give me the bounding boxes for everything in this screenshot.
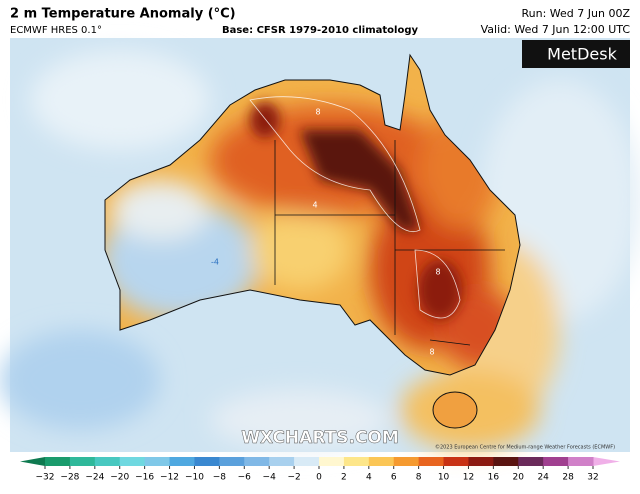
colorbar-bin — [343, 457, 370, 466]
colorbar-bin — [219, 457, 245, 466]
colorbar-label: −16 — [135, 473, 154, 483]
colorbar-label: −2 — [287, 473, 300, 483]
colorbar-bin — [94, 457, 121, 466]
colorbar-label: 2 — [341, 473, 347, 483]
colorbar-label: −12 — [160, 473, 179, 483]
colorbar-bin — [194, 457, 220, 466]
colorbar-bin — [294, 457, 320, 466]
colorbar-label: 24 — [537, 473, 549, 483]
colorbar-label: 12 — [463, 473, 474, 483]
copyright: ©2023 European Centre for Medium-range W… — [435, 444, 615, 451]
base: Base: CFSR 1979-2010 climatology — [222, 25, 418, 36]
title: 2 m Temperature Anomaly (°C) — [10, 7, 236, 22]
contour-label: 8 — [435, 268, 440, 277]
model: ECMWF HRES 0.1° — [10, 25, 102, 36]
colorbar-label: −28 — [60, 473, 79, 483]
colorbar-high — [593, 457, 620, 466]
colorbar-label: 20 — [513, 473, 525, 483]
valid: Valid: Wed 7 Jun 12:00 UTC — [481, 23, 631, 36]
colorbar-label: 0 — [316, 473, 322, 483]
colorbar-label: 8 — [416, 473, 422, 483]
colorbar-label: −20 — [110, 473, 129, 483]
map: 8 8 8 4 -4 MetDesk WXCHARTS.COM ©2023 Eu… — [0, 38, 640, 452]
logo: MetDesk — [547, 45, 617, 64]
run: Run: Wed 7 Jun 00Z — [522, 7, 631, 20]
colorbar-bin — [45, 457, 71, 466]
contour-label: 4 — [312, 201, 317, 210]
colorbar-bin — [393, 457, 420, 466]
colorbar-bin — [169, 457, 195, 466]
colorbar-bin — [493, 457, 519, 466]
colorbar-low — [20, 457, 45, 466]
colorbar-label: 28 — [562, 473, 574, 483]
colorbar-bin — [144, 457, 171, 466]
logo-box — [522, 40, 630, 68]
colorbar-bin — [543, 457, 569, 466]
watermark: WXCHARTS.COM — [241, 428, 399, 448]
colorbar-label: −4 — [263, 473, 277, 483]
contour-label: 8 — [315, 108, 320, 117]
colorbar-bin — [468, 457, 494, 466]
colorbar-label: 16 — [488, 473, 500, 483]
colorbar-bin — [69, 457, 96, 466]
colorbar-bin — [244, 457, 270, 466]
colorbar-bin — [368, 457, 395, 466]
contour-label: -4 — [211, 258, 219, 267]
colorbar-label: 4 — [366, 473, 372, 483]
colorbar-bin — [269, 457, 295, 466]
colorbar-label: −8 — [213, 473, 227, 483]
colorbar-bin — [568, 457, 594, 466]
colorbar-bin — [518, 457, 544, 466]
colorbar-label: −32 — [36, 473, 55, 483]
colorbar: −32 −28 −24 −20 −16 −12 −10 −8 −6 −4 −2 0 2 4 6 8 10 12 16… — [20, 457, 620, 483]
contour-label: 8 — [429, 348, 434, 357]
colorbar-label: 6 — [391, 473, 397, 483]
colorbar-label: −6 — [238, 473, 252, 483]
colorbar-label: −10 — [185, 473, 204, 483]
colorbar-label: −24 — [85, 473, 104, 483]
colorbar-label: 10 — [438, 473, 450, 483]
colorbar-bin — [418, 457, 445, 466]
colorbar-label: 32 — [587, 473, 598, 483]
colorbar-bin — [119, 457, 146, 466]
colorbar-bin — [443, 457, 469, 466]
colorbar-bin — [319, 457, 345, 466]
